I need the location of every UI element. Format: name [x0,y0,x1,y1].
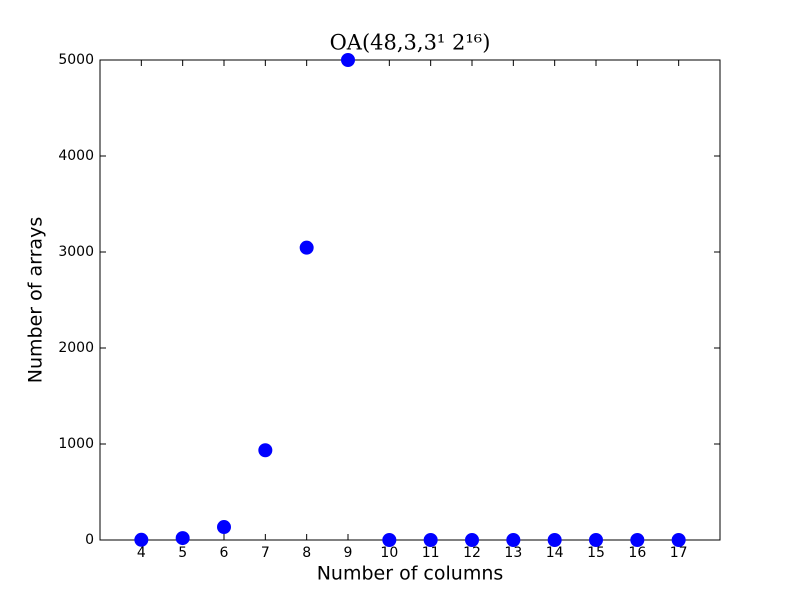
x-tick-label: 9 [344,545,353,561]
y-tick-label: 5000 [58,52,94,68]
point [299,240,314,255]
y-axis-label: Number of arrays [25,217,47,383]
point [506,533,521,547]
x-tick-label: 5 [178,545,187,561]
x-tick-label: 16 [628,545,646,561]
point [547,533,562,547]
point [382,533,397,547]
plot-frame [99,59,721,541]
point [589,533,603,547]
x-tick-label: 6 [220,545,229,561]
y-tick-label: 0 [85,532,94,548]
x-tick-label: 13 [504,545,522,561]
x-tick-label: 15 [587,545,605,561]
point [258,443,273,458]
point [175,531,190,546]
x-tick-label: 4 [137,545,146,561]
x-tick-label: 14 [546,545,564,561]
y-tick-label: 3000 [58,244,94,260]
point [465,533,479,547]
x-tick-label: 17 [670,545,688,561]
x-tick-label: 11 [422,545,440,561]
chart-title: OA(48,3,3¹ 2¹⁶) [330,31,491,55]
x-tick-label: 8 [302,545,311,561]
point [630,533,645,547]
y-tick-label: 1000 [58,436,94,452]
point [217,520,231,535]
point [134,532,149,547]
x-tick-label: 10 [380,545,398,561]
point [341,53,355,67]
y-tick-label: 4000 [58,148,94,164]
x-tick-label: 12 [463,545,481,561]
point [423,533,438,547]
y-tick-label: 2000 [58,340,94,356]
x-tick-label: 7 [261,545,270,561]
point [671,533,686,547]
x-axis-label: Number of columns [317,563,504,585]
